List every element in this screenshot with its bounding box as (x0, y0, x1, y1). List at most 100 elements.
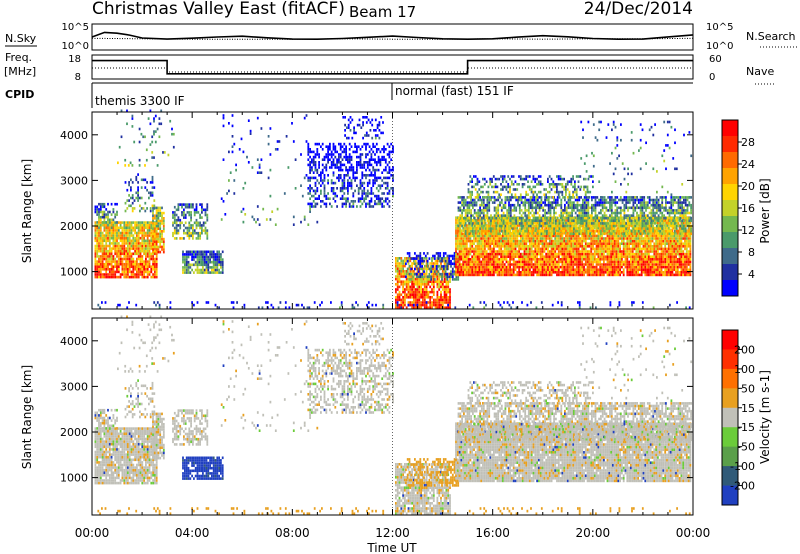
power-cell (148, 239, 151, 243)
power-cell (140, 196, 143, 200)
power-cell (141, 221, 144, 224)
power-cell (621, 250, 623, 253)
power-cell (494, 271, 497, 274)
power-cell (94, 226, 97, 230)
power-cell (541, 263, 544, 266)
power-cell (471, 258, 474, 261)
power-cell (307, 148, 310, 151)
power-cell (148, 223, 151, 227)
power-cell (489, 234, 492, 238)
power-cell (557, 263, 560, 266)
power-cell (359, 153, 362, 156)
power-cell (99, 268, 102, 271)
power-cell (511, 263, 513, 266)
power-cell (521, 263, 524, 266)
power-cell (161, 235, 163, 238)
power-cell (123, 262, 126, 266)
power-cell (127, 226, 129, 230)
power-cell (601, 247, 603, 251)
power-cell (205, 253, 208, 256)
power-cell (498, 239, 501, 243)
power-cell (443, 293, 446, 296)
power-cell (633, 242, 636, 245)
power-cell (502, 245, 504, 248)
power-cell (478, 252, 481, 256)
power-cell (455, 255, 457, 258)
power-cell (565, 271, 567, 274)
power-cell (103, 247, 106, 250)
power-cell (413, 280, 415, 283)
power-cell (418, 283, 421, 286)
power-cell (136, 239, 138, 243)
power-cell (99, 223, 102, 227)
power-cell (332, 187, 335, 190)
power-cell (359, 179, 362, 182)
power-cell (541, 237, 544, 240)
power-cell (395, 298, 397, 302)
power-cell (312, 189, 315, 193)
power-cell (465, 273, 468, 277)
power-cell (372, 181, 375, 185)
noise-left-tick-top: 10^5 (62, 22, 89, 33)
power-cell (530, 224, 533, 227)
power-cell (516, 273, 519, 277)
power-cell (423, 275, 425, 279)
power-cell (103, 252, 106, 256)
power-cell (96, 231, 99, 235)
power-cell (464, 252, 466, 256)
power-cell (450, 275, 452, 279)
power-cell (128, 260, 131, 263)
power-cell (527, 271, 529, 274)
power-cell (320, 200, 322, 203)
power-cell (190, 216, 192, 219)
power-cell (527, 258, 529, 261)
power-cell (339, 174, 342, 177)
power-cell (482, 268, 484, 271)
power-cell (112, 231, 115, 235)
power-cell (565, 247, 567, 251)
power-cell (187, 255, 190, 259)
power-cell (608, 268, 611, 271)
power-cell (478, 245, 481, 248)
power-cell (462, 247, 465, 251)
power-cell (568, 255, 571, 258)
power-cell (469, 260, 472, 264)
power-cell (485, 268, 488, 271)
power-cell (640, 252, 643, 256)
power-cell (651, 268, 654, 271)
power-cell (390, 174, 393, 177)
power-cell (128, 223, 131, 227)
power-cell (485, 271, 488, 274)
power-cell (644, 258, 647, 261)
power-cell (514, 245, 517, 248)
power-cell (98, 234, 100, 237)
power-cell (99, 273, 102, 276)
power-cell (418, 264, 421, 268)
power-cell (159, 237, 162, 241)
power-cell (624, 247, 627, 251)
power-cell (325, 194, 328, 198)
power-cell (411, 262, 413, 265)
power-cell (343, 192, 346, 195)
power-cell (137, 255, 140, 258)
power-cell (431, 272, 433, 276)
power-cell (449, 288, 451, 291)
power-cell (411, 283, 413, 286)
power-cell (554, 263, 557, 266)
power-cell (592, 247, 594, 251)
power-cell (447, 283, 450, 286)
power-cell (343, 179, 346, 182)
power-cell (561, 245, 564, 248)
power-cell (184, 255, 186, 259)
power-cell (119, 223, 122, 227)
power-cell (190, 205, 192, 209)
power-cell (415, 275, 418, 279)
power-cell (184, 271, 186, 274)
power-cell (644, 255, 647, 258)
power-cell (595, 263, 598, 266)
power-cell (354, 179, 356, 182)
power-cell (418, 306, 421, 309)
power-cell (518, 242, 520, 245)
power-cell (588, 265, 591, 269)
power-cell (370, 163, 373, 167)
